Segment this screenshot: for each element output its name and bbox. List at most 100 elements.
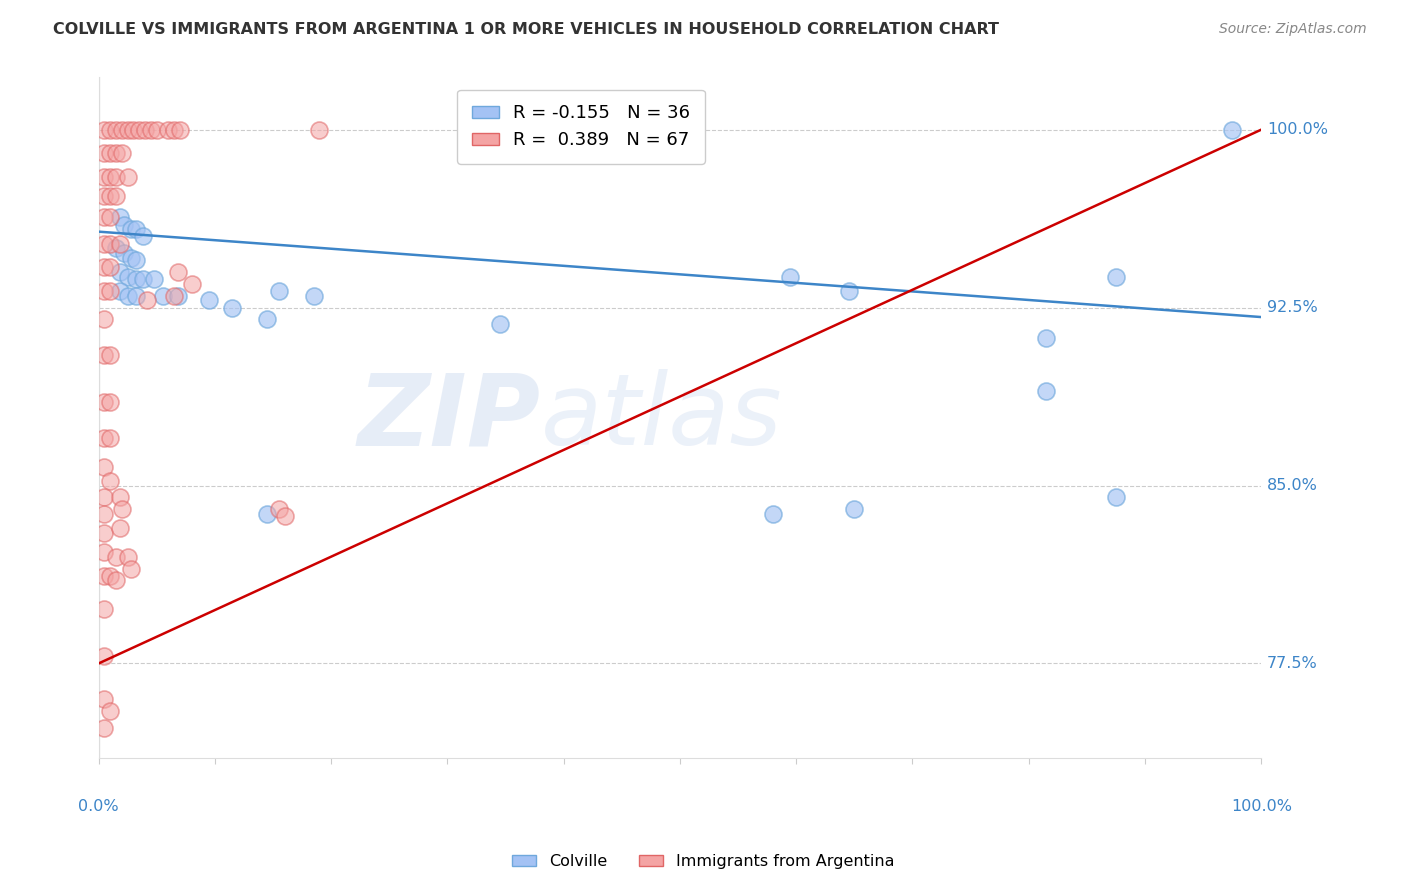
Point	[117, 549, 139, 564]
Text: 100.0%: 100.0%	[1230, 799, 1292, 814]
Point	[221, 301, 243, 315]
Point	[98, 122, 121, 136]
Point	[108, 211, 131, 225]
Point	[267, 284, 290, 298]
Point	[139, 122, 162, 136]
Point	[108, 521, 131, 535]
Point	[93, 491, 115, 505]
Text: 77.5%: 77.5%	[1267, 656, 1317, 671]
Point	[98, 170, 121, 185]
Point	[1220, 122, 1243, 136]
Legend: Colville, Immigrants from Argentina: Colville, Immigrants from Argentina	[506, 847, 900, 875]
Point	[180, 277, 202, 291]
Legend: R = -0.155   N = 36, R =  0.389   N = 67: R = -0.155 N = 36, R = 0.389 N = 67	[457, 90, 704, 164]
Point	[1105, 491, 1128, 505]
Point	[93, 211, 115, 225]
Point	[91, 775, 114, 789]
Point	[762, 507, 785, 521]
Point	[98, 236, 121, 251]
Point	[93, 692, 115, 706]
Point	[302, 289, 325, 303]
Point	[93, 602, 115, 616]
Point	[125, 222, 148, 236]
Point	[93, 170, 115, 185]
Point	[145, 122, 167, 136]
Point	[132, 272, 155, 286]
Point	[93, 431, 115, 445]
Text: 92.5%: 92.5%	[1267, 300, 1317, 315]
Point	[93, 545, 115, 559]
Point	[112, 246, 135, 260]
Point	[105, 122, 128, 136]
Text: Source: ZipAtlas.com: Source: ZipAtlas.com	[1219, 22, 1367, 37]
Point	[163, 289, 186, 303]
Point	[93, 568, 115, 582]
Point	[779, 269, 801, 284]
Point	[112, 218, 135, 232]
Point	[98, 146, 121, 161]
Point	[93, 312, 115, 326]
Point	[93, 395, 115, 409]
Point	[1035, 331, 1057, 345]
Point	[98, 474, 121, 488]
Point	[198, 293, 221, 308]
Point	[117, 122, 139, 136]
Point	[166, 289, 188, 303]
Point	[98, 568, 121, 582]
Point	[93, 284, 115, 298]
Point	[273, 509, 295, 524]
Point	[105, 574, 128, 588]
Point	[98, 260, 121, 275]
Point	[166, 265, 188, 279]
Text: 85.0%: 85.0%	[1267, 478, 1317, 493]
Point	[105, 189, 128, 203]
Point	[136, 293, 159, 308]
Text: 100.0%: 100.0%	[1267, 122, 1329, 137]
Point	[488, 317, 510, 331]
Point	[111, 502, 134, 516]
Text: ZIP: ZIP	[357, 369, 540, 467]
Point	[838, 284, 860, 298]
Point	[108, 236, 131, 251]
Text: 0.0%: 0.0%	[79, 799, 120, 814]
Point	[256, 312, 278, 326]
Point	[108, 265, 131, 279]
Point	[117, 289, 139, 303]
Point	[117, 170, 139, 185]
Point	[132, 229, 155, 244]
Point	[93, 236, 115, 251]
Point	[117, 269, 139, 284]
Point	[1035, 384, 1057, 398]
Point	[120, 561, 142, 575]
Point	[128, 122, 150, 136]
Point	[93, 525, 115, 540]
Point	[308, 122, 330, 136]
Point	[152, 289, 174, 303]
Point	[93, 721, 115, 735]
Point	[267, 502, 290, 516]
Point	[98, 284, 121, 298]
Point	[111, 146, 134, 161]
Point	[108, 284, 131, 298]
Point	[93, 189, 115, 203]
Point	[98, 704, 121, 718]
Point	[111, 122, 134, 136]
Point	[93, 348, 115, 362]
Point	[98, 348, 121, 362]
Point	[125, 272, 148, 286]
Point	[125, 289, 148, 303]
Point	[98, 431, 121, 445]
Point	[105, 170, 128, 185]
Text: atlas: atlas	[540, 369, 782, 467]
Point	[98, 189, 121, 203]
Point	[98, 395, 121, 409]
Point	[163, 122, 186, 136]
Point	[105, 146, 128, 161]
Point	[93, 260, 115, 275]
Point	[93, 122, 115, 136]
Point	[120, 222, 142, 236]
Point	[108, 491, 131, 505]
Point	[1105, 269, 1128, 284]
Point	[125, 253, 148, 268]
Point	[98, 211, 121, 225]
